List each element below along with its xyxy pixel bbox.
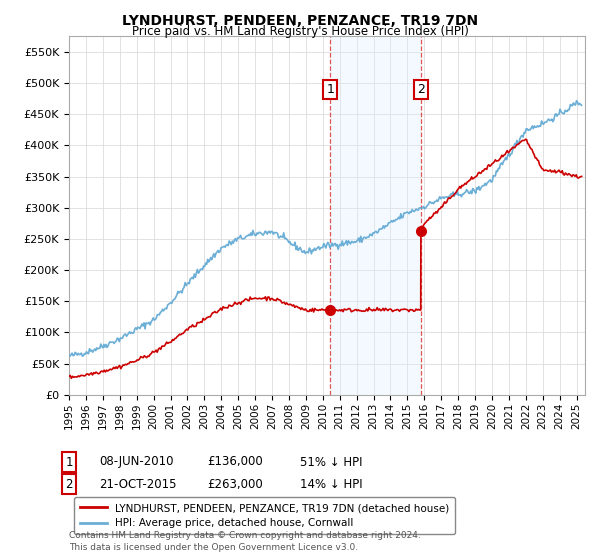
Text: LYNDHURST, PENDEEN, PENZANCE, TR19 7DN: LYNDHURST, PENDEEN, PENZANCE, TR19 7DN [122, 14, 478, 28]
Text: Price paid vs. HM Land Registry's House Price Index (HPI): Price paid vs. HM Land Registry's House … [131, 25, 469, 38]
Text: 08-JUN-2010: 08-JUN-2010 [99, 455, 173, 469]
Text: 2: 2 [417, 83, 425, 96]
Text: 1: 1 [65, 455, 73, 469]
Legend: LYNDHURST, PENDEEN, PENZANCE, TR19 7DN (detached house), HPI: Average price, det: LYNDHURST, PENDEEN, PENZANCE, TR19 7DN (… [74, 497, 455, 534]
Bar [330, 36, 421, 395]
Text: 2: 2 [65, 478, 73, 491]
Text: Contains HM Land Registry data © Crown copyright and database right 2024.
This d: Contains HM Land Registry data © Crown c… [69, 531, 421, 552]
Text: £136,000: £136,000 [207, 455, 263, 469]
Text: 1: 1 [326, 83, 334, 96]
Text: 51% ↓ HPI: 51% ↓ HPI [300, 455, 362, 469]
Text: 14% ↓ HPI: 14% ↓ HPI [300, 478, 362, 491]
Text: £263,000: £263,000 [207, 478, 263, 491]
Text: 21-OCT-2015: 21-OCT-2015 [99, 478, 176, 491]
